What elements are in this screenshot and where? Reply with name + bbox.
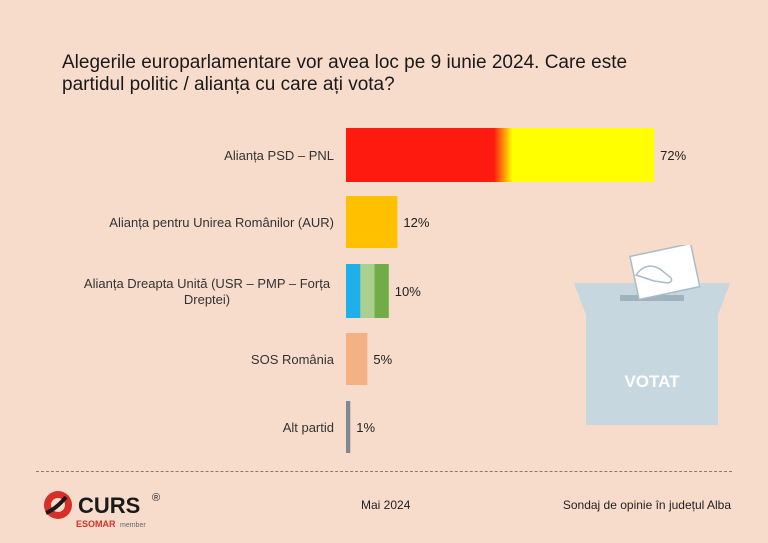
bar-4 <box>346 401 351 453</box>
bar-0 <box>346 128 655 182</box>
bar-2-segment-1 <box>360 264 376 318</box>
category-label-4: Alt partid <box>283 420 334 435</box>
bar-chart: 72% Alianța PSD – PNL 12% Alianța pentru Un… <box>84 128 687 453</box>
ballot-box-icon: VOTAT <box>574 245 730 425</box>
chart-title: Alegerile europarlamentare vor avea loc … <box>62 52 628 95</box>
value-label-0: 72% <box>660 148 686 163</box>
svg-text:member: member <box>120 522 146 529</box>
svg-text:ESOMAR: ESOMAR <box>76 519 116 529</box>
bar-2-segment-0 <box>346 264 361 318</box>
value-label-4: 1% <box>356 420 375 435</box>
category-label-1: Alianța pentru Unirea Românilor (AUR) <box>109 215 334 230</box>
bar-1 <box>346 196 398 248</box>
footer-survey-note: Sondaj de opinie în județul Alba <box>562 498 731 512</box>
value-label-1: 12% <box>403 215 429 230</box>
ballot-box-label: VOTAT <box>624 372 680 391</box>
value-label-2: 10% <box>395 284 421 299</box>
bar-2-segment-2 <box>374 264 389 318</box>
svg-text:®: ® <box>152 492 160 504</box>
footer-divider <box>36 471 732 472</box>
category-label-0: Alianța PSD – PNL <box>224 148 334 163</box>
bar-3 <box>346 333 368 385</box>
svg-text:CURS: CURS <box>78 493 140 518</box>
curs-logo: CURS ® ESOMAR member <box>44 491 160 529</box>
value-label-3: 5% <box>373 352 392 367</box>
footer-date: Mai 2024 <box>361 498 411 512</box>
category-label-3: SOS România <box>251 352 335 367</box>
category-label-2: Alianța Dreapta Unită (USR – PMP – Forța… <box>84 276 331 307</box>
